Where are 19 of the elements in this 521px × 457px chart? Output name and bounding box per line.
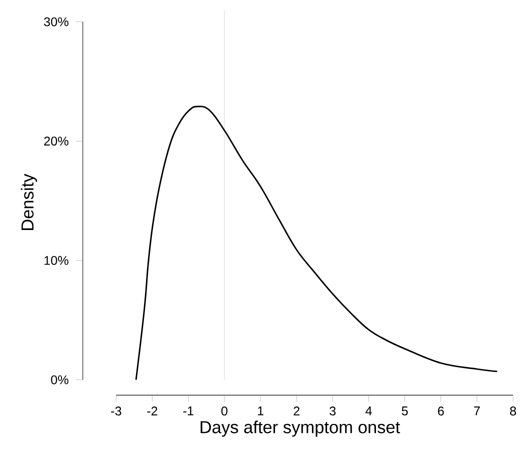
y-axis-title: Density: [20, 174, 38, 230]
y-tick-label: 0%: [51, 375, 68, 384]
x-tick-label: 6: [438, 406, 444, 416]
x-tick-label: 8: [510, 406, 516, 416]
x-tick-label: 3: [330, 406, 336, 416]
x-tick-label: 1: [258, 406, 264, 416]
x-tick-label: 4: [366, 406, 372, 416]
y-tick-label: 20%: [44, 136, 68, 146]
line-series: [135, 106, 498, 380]
y-tick-label: 30%: [44, 17, 68, 26]
x-tick-label: 7: [474, 406, 480, 416]
x-axis-title: Days after symptom onset: [200, 420, 400, 437]
x-tick-label: -3: [111, 406, 122, 416]
x-tick-label: -2: [147, 406, 158, 416]
y-tick-label: 10%: [44, 256, 68, 265]
x-tick-label: 0: [221, 406, 228, 416]
x-tick-label: -1: [183, 406, 194, 416]
x-tick-label: 2: [294, 406, 300, 416]
x-tick-label: 5: [402, 406, 408, 416]
